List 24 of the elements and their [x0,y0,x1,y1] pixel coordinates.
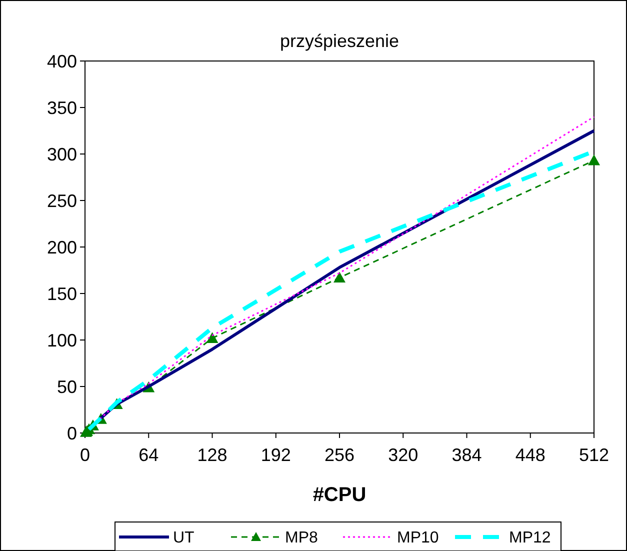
y-tick-label: 150 [46,284,77,304]
y-tick-label: 100 [46,330,77,350]
x-tick-label: 128 [197,445,228,465]
y-tick-label: 50 [56,376,77,397]
x-axis-title: #CPU [312,484,366,506]
y-tick-label: 250 [46,190,77,211]
x-tick-label: 448 [515,445,546,465]
x-tick-label: 320 [388,445,418,465]
y-tick-label: 350 [46,98,77,118]
x-tick-label: 0 [80,445,90,465]
y-tick-label: 0 [66,423,77,444]
x-tick-label: 512 [578,445,610,465]
chart-title: przyśpieszenie [280,31,400,51]
y-tick-label: 300 [46,144,77,164]
legend-label: MP12 [509,530,551,547]
x-tick-label: 384 [452,445,482,465]
legend-label: MP10 [397,530,439,547]
x-tick-label: 64 [138,445,159,465]
x-tick-label: 192 [260,445,291,465]
y-tick-label: 400 [46,51,77,72]
x-tick-label: 256 [324,445,355,465]
y-tick-label: 200 [46,237,77,258]
legend-label: MP8 [285,530,318,547]
legend-label: UT [173,530,195,547]
